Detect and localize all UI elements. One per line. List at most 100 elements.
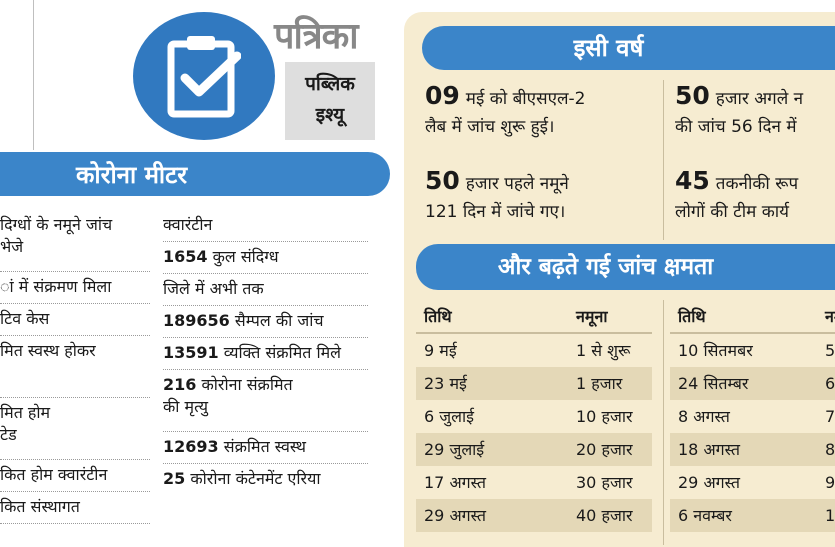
- row-number: 1654: [163, 247, 208, 266]
- cell-date: 9 मई: [424, 341, 457, 360]
- row-text: क्वारंटीन: [163, 215, 213, 234]
- capacity-table-right: तिथि नमूना 10 सितमबर 5 24 सितम्बर 6 8 अगस्…: [670, 300, 835, 532]
- table-row: 29 अगस्त 9: [670, 466, 835, 499]
- cell-date: 6 जुलाई: [424, 407, 474, 426]
- column-header-date: तिथि: [424, 307, 452, 326]
- row-text: कित संस्थागत: [0, 497, 80, 516]
- row-text: कित होम क्वारंटीन: [0, 465, 108, 484]
- table-row: 8 अगस्त 7: [670, 400, 835, 433]
- fact-text: 121 दिन में जांचे गए।: [425, 202, 566, 222]
- fact-number: 09: [425, 82, 460, 110]
- meter-left-row: ां में संक्रमण मिला: [0, 272, 150, 304]
- brand-name: पत्रिका: [274, 16, 359, 57]
- row-text: दिग्धों के नमूने जांच: [0, 215, 113, 234]
- meter-right-row: 13591 व्यक्ति संक्रमित मिले: [163, 338, 368, 370]
- tag-line-1: पब्लिक: [305, 73, 355, 95]
- table-header: तिथि नमूना: [670, 300, 835, 334]
- row-number: 189656: [163, 311, 230, 330]
- row-text: कोरोना संक्रमित: [201, 375, 293, 394]
- this-year-header: इसी वर्ष: [422, 26, 835, 70]
- meter-right-row: 12693 संक्रमित स्वस्थ: [163, 432, 368, 464]
- fact-item: 50 हजार अगले न की जांच 56 दिन में: [675, 82, 835, 141]
- fact-text: लैब में जांच शुरू हुई।: [425, 117, 555, 137]
- meter-right-row: 189656 सैम्पल की जांच: [163, 306, 368, 338]
- cell-sample: 40 हजार: [576, 506, 633, 525]
- row-number: 25: [163, 469, 186, 488]
- meter-left-row: कित संस्थागत: [0, 492, 150, 524]
- clipboard-check-icon: [167, 36, 241, 118]
- table-row: 6 जुलाई 10 हजार: [416, 400, 652, 433]
- cell-date: 8 अगस्त: [678, 407, 730, 426]
- row-text: सैम्पल की जांच: [234, 311, 324, 330]
- column-divider: [33, 0, 34, 150]
- fact-number: 50: [425, 167, 460, 195]
- meter-left-list: दिग्धों के नमूने जांच भेजे ां में संक्रम…: [0, 210, 150, 524]
- table-row: 29 जुलाई 20 हजार: [416, 433, 652, 466]
- table-row: 17 अगस्त 30 हजार: [416, 466, 652, 499]
- table-divider: [663, 300, 664, 545]
- fact-text: लोगों की टीम कार्य: [675, 202, 790, 222]
- table-row: 18 अगस्त 8: [670, 433, 835, 466]
- fact-item: 50 हजार पहले नमूने 121 दिन में जांचे गए।: [425, 167, 665, 226]
- row-text: ां में संक्रमण मिला: [0, 277, 112, 296]
- fact-text: हजार पहले नमूने: [465, 174, 569, 194]
- table-row: 6 नवम्बर 1: [670, 499, 835, 532]
- row-number: 13591: [163, 343, 219, 362]
- cell-sample: 1 हजार: [576, 374, 623, 393]
- cell-date: 10 सितमबर: [678, 341, 753, 360]
- cell-sample: 20 हजार: [576, 440, 633, 459]
- meter-left-row: मित होम टेड: [0, 398, 150, 460]
- cell-sample: 30 हजार: [576, 473, 633, 492]
- fact-text: हजार अगले न: [715, 89, 804, 109]
- meter-right-row: जिले में अभी तक: [163, 274, 368, 306]
- cell-date: 18 अगस्त: [678, 440, 741, 459]
- column-header-date: तिथि: [678, 307, 706, 326]
- cell-sample: 1 से शुरू: [576, 341, 631, 360]
- fact-text: मई को बीएसएल-2: [465, 89, 586, 109]
- fact-number: 45: [675, 167, 710, 195]
- cell-sample: 10 हजार: [576, 407, 633, 426]
- cell-date: 29 अगस्त: [678, 473, 741, 492]
- corona-meter-header: कोरोना मीटर: [0, 152, 390, 196]
- cell-date: 24 सितम्बर: [678, 374, 749, 393]
- meter-left-row: कित होम क्वारंटीन: [0, 460, 150, 492]
- cell-sample: 8: [825, 440, 835, 459]
- meter-left-row: मित स्वस्थ होकर: [0, 336, 150, 398]
- public-issue-tag: पब्लिक इश्यू: [285, 62, 375, 140]
- capacity-table-left: तिथि नमूना 9 मई 1 से शुरू 23 मई 1 हजार 6 ज…: [416, 300, 652, 532]
- cell-date: 17 अगस्त: [424, 473, 487, 492]
- tag-line-2: इश्यू: [315, 104, 345, 126]
- table-row: 23 मई 1 हजार: [416, 367, 652, 400]
- column-header-sample: नमूना: [825, 307, 835, 326]
- fact-number: 50: [675, 82, 710, 110]
- cell-sample: 1: [825, 506, 835, 525]
- fact-item: 09 मई को बीएसएल-2 लैब में जांच शुरू हुई।: [425, 82, 665, 141]
- fact-text: की जांच 56 दिन में: [675, 117, 797, 137]
- row-text: मित होम: [0, 403, 51, 422]
- meter-right-row: क्वारंटीन: [163, 210, 368, 242]
- capacity-header: और बढ़ते गई जांच क्षमता: [416, 244, 835, 290]
- cell-date: 23 मई: [424, 374, 467, 393]
- cell-sample: 6: [825, 374, 835, 393]
- meter-left-row: दिग्धों के नमूने जांच भेजे: [0, 210, 150, 272]
- table-body: 10 सितमबर 5 24 सितम्बर 6 8 अगस्त 7 18 अगस्त…: [670, 334, 835, 532]
- table-header: तिथि नमूना: [416, 300, 652, 334]
- row-text: टिव केस: [0, 309, 50, 328]
- panel-divider: [663, 80, 664, 240]
- row-text: कोरोना कंटेनमेंट एरिया: [190, 469, 321, 488]
- column-header-sample: नमूना: [576, 307, 608, 326]
- meter-right-list: क्वारंटीन 1654 कुल संदिग्ध जिले में अभी …: [163, 210, 368, 496]
- cell-sample: 7: [825, 407, 835, 426]
- table-body: 9 मई 1 से शुरू 23 मई 1 हजार 6 जुलाई 10 हजार…: [416, 334, 652, 532]
- cell-sample: 5: [825, 341, 835, 360]
- row-text: भेजे: [0, 237, 24, 256]
- fact-text: तकनीकी रूप: [715, 174, 799, 194]
- row-number: 12693: [163, 437, 219, 456]
- corona-meter-title: कोरोना मीटर: [76, 161, 188, 189]
- table-row: 29 अगस्त 40 हजार: [416, 499, 652, 532]
- row-text: मित स्वस्थ होकर: [0, 341, 96, 360]
- cell-sample: 9: [825, 473, 835, 492]
- table-row: 9 मई 1 से शुरू: [416, 334, 652, 367]
- row-number: 216: [163, 375, 197, 394]
- row-text: टेड: [0, 425, 17, 444]
